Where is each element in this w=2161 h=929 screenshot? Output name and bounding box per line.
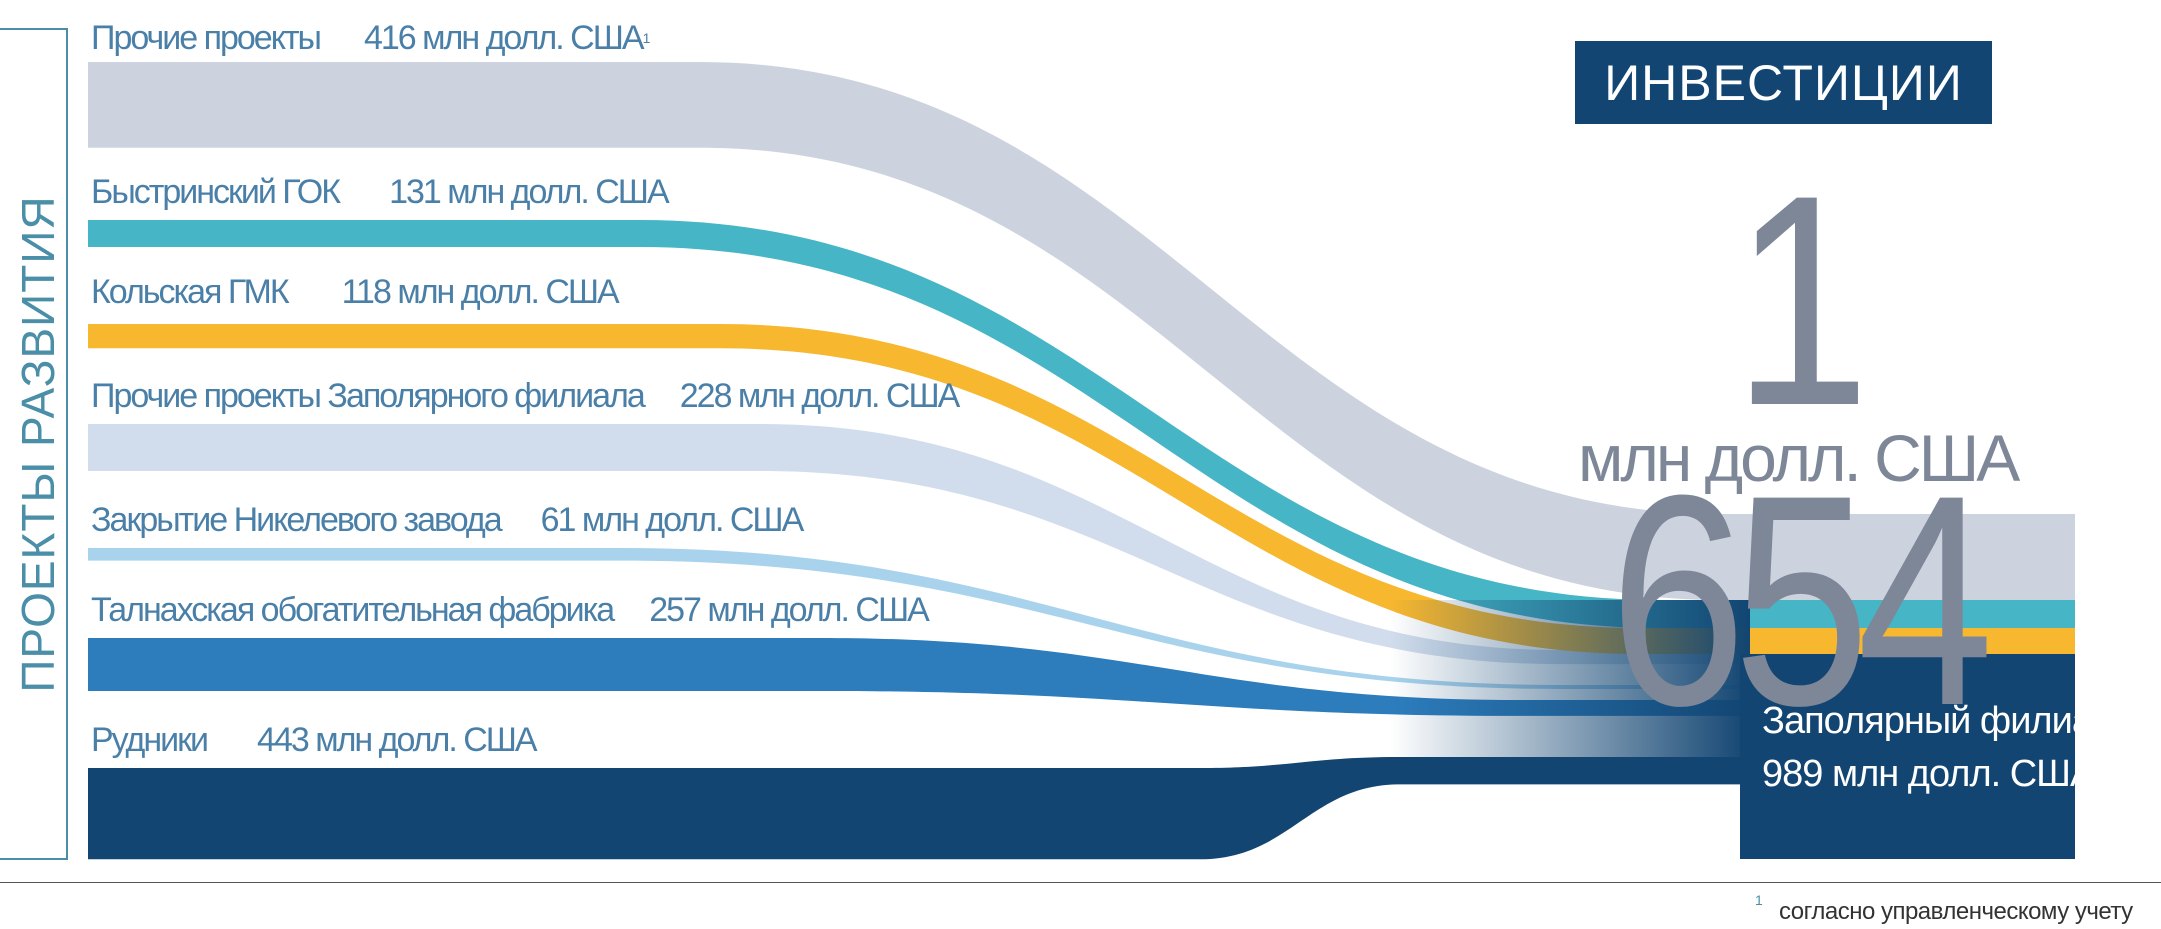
flow-band-4 [88,548,2075,689]
flow-band-6 [88,757,2075,860]
flow-label-1: Быстринский ГОК 131 млн долл. США [91,172,670,212]
investments-badge: ИНВЕСТИЦИИ [1575,41,1992,124]
flow-label-4: Закрытие Никелевого завода 61 млн долл. С… [91,500,805,540]
flow-name: Талнахская обогатительная фабрика [91,591,615,629]
footer-rule [0,882,2161,883]
total-unit: млн долл. США [1578,421,2020,495]
flow-value: 443 млн долл. США [257,721,538,759]
flow-value: 416 млн долл. США [363,19,645,57]
flow-label-3: Прочие проекты Заполярного филиала 228 мл… [91,376,961,416]
footnote-text: согласно управленческому учету [1779,898,2133,925]
side-title: ПРОЕКТЫ РАЗВИТИЯ [12,195,64,693]
side-frame [0,28,68,860]
total-value: 1 654 [1609,132,1993,768]
flow-label-2: Кольская ГМК 118 млн долл. США [91,272,620,312]
flow-band-5 [88,638,2075,716]
flow-name: Рудники [91,721,209,759]
flow-name: Прочие проекты [91,19,322,57]
flow-name: Закрытие Никелевого завода [91,501,503,539]
flow-label-0: Прочие проекты 416 млн долл. США1 [91,18,650,58]
flow-value: 61 млн долл. США [540,501,805,539]
flow-name: Быстринский ГОК [91,173,341,211]
merged-value: 989 млн долл. США [1762,753,2095,795]
flow-name: Прочие проекты Заполярного филиала [91,377,646,415]
flow-footnote: 1 [642,30,651,46]
flow-band-0 [88,62,2075,600]
flow-value: 131 млн долл. США [389,173,670,211]
flow-label-6: Рудники 443 млн долл. США [91,720,538,760]
flow-value: 118 млн долл. США [341,273,620,311]
footnote-mark: 1 [1755,892,1763,908]
flow-name: Кольская ГМК [91,273,290,311]
merged-block [1740,654,2075,859]
flow-value: 257 млн долл. США [649,591,930,629]
flow-band-3 [88,424,2075,665]
flow-value: 228 млн долл. США [679,377,961,415]
merge-fade-overlay [1390,600,1750,758]
merged-name: Заполярный филиал [1762,700,2114,742]
flow-label-5: Талнахская обогатительная фабрика 257 млн… [91,590,930,630]
